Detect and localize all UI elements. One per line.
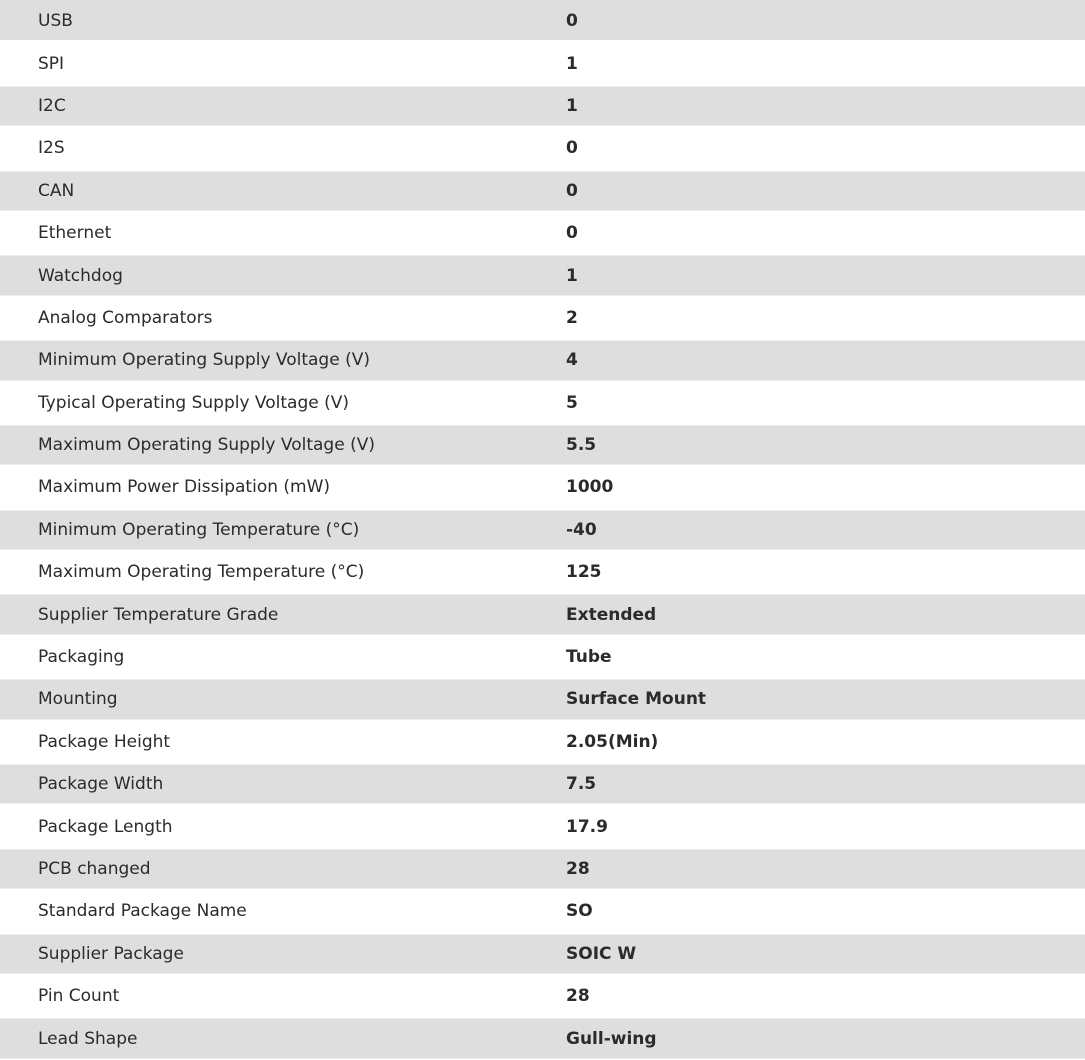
attribute-value: 5.5 [566, 435, 597, 456]
attribute-value: 2.05(Min) [566, 731, 659, 752]
attribute-name: Maximum Power Dissipation (mW) [38, 477, 331, 498]
attribute-name: Maximum Operating Supply Voltage (V) [38, 435, 375, 456]
table-row: Watchdog 1 [0, 254, 1085, 297]
attribute-name: USB [38, 11, 73, 32]
table-row: I2S 0 [0, 127, 1085, 169]
table-row: Lead Shape Gull-wing [0, 1017, 1085, 1060]
attribute-value: 5 [566, 392, 578, 413]
attribute-value: SOIC W [566, 943, 637, 964]
attribute-value: 17.9 [566, 816, 608, 837]
attribute-name: Maximum Operating Temperature (°C) [38, 562, 365, 583]
attribute-name: Minimum Operating Temperature (°C) [38, 519, 360, 540]
attribute-value: 28 [566, 859, 590, 879]
attribute-value: 0 [566, 223, 578, 244]
table-row: Supplier Temperature Grade Extended [0, 593, 1085, 636]
attribute-value: SO [566, 901, 593, 922]
attribute-name: PCB changed [38, 859, 151, 879]
table-row: CAN 0 [0, 169, 1085, 212]
table-row: Analog Comparators 2 [0, 297, 1085, 339]
table-row: Minimum Operating Temperature (°C) -40 [0, 508, 1085, 552]
attribute-value: 4 [566, 350, 578, 371]
table-row: I2C 1 [0, 84, 1085, 128]
attribute-value: 0 [566, 138, 578, 159]
attribute-value: -40 [566, 519, 597, 540]
attribute-value: 1 [566, 265, 578, 286]
attribute-value: 0 [566, 11, 578, 32]
table-row: Package Length 17.9 [0, 805, 1085, 847]
table-row: Pin Count 28 [0, 975, 1085, 1017]
table-row: Mounting Surface Mount [0, 678, 1085, 721]
attribute-name: Package Width [38, 774, 164, 795]
attribute-name: Mounting [38, 689, 118, 710]
table-row: Supplier Package SOIC W [0, 932, 1085, 975]
attribute-value: Extended [566, 604, 657, 625]
table-row: USB 0 [0, 0, 1085, 43]
table-row: Package Height 2.05(Min) [0, 721, 1085, 763]
attribute-name: Package Height [38, 731, 171, 752]
attribute-name: I2C [38, 95, 66, 116]
attribute-name: Ethernet [38, 223, 112, 244]
attribute-name: Package Length [38, 816, 173, 837]
attribute-name: Supplier Package [38, 943, 184, 964]
attribute-value: 0 [566, 180, 578, 201]
attribute-name: Analog Comparators [38, 307, 213, 328]
attribute-value: 1000 [566, 477, 614, 498]
attribute-value: Surface Mount [566, 689, 707, 710]
table-row: Maximum Operating Supply Voltage (V) 5.5 [0, 423, 1085, 467]
table-row: Minimum Operating Supply Voltage (V) 4 [0, 339, 1085, 382]
table-row: Typical Operating Supply Voltage (V) 5 [0, 382, 1085, 424]
attribute-value: Tube [566, 647, 612, 668]
table-row: PCB changed 28 [0, 847, 1085, 891]
attribute-value: 1 [566, 53, 578, 74]
attribute-value: 7.5 [566, 774, 597, 795]
attribute-name: Supplier Temperature Grade [38, 604, 279, 625]
attribute-name: I2S [38, 138, 65, 159]
attribute-name: Packaging [38, 647, 125, 668]
table-row: Maximum Power Dissipation (mW) 1000 [0, 466, 1085, 508]
attribute-value: Gull-wing [566, 1028, 657, 1049]
table-row: Packaging Tube [0, 636, 1085, 678]
attribute-name: Pin Count [38, 986, 120, 1007]
attribute-value: 28 [566, 986, 590, 1007]
attribute-name: Minimum Operating Supply Voltage (V) [38, 350, 370, 371]
table-row: SPI 1 [0, 42, 1085, 84]
attribute-value: 125 [566, 562, 602, 583]
attribute-value: 1 [566, 95, 578, 116]
attribute-name: CAN [38, 180, 75, 201]
table-row: Standard Package Name SO [0, 890, 1085, 932]
table-row: Package Width 7.5 [0, 763, 1085, 806]
attribute-value: 2 [566, 307, 578, 328]
attribute-name: Typical Operating Supply Voltage (V) [38, 392, 349, 413]
attribute-name: Standard Package Name [38, 901, 247, 922]
attribute-name: SPI [38, 53, 65, 74]
table-row: Ethernet 0 [0, 212, 1085, 254]
table-row: Maximum Operating Temperature (°C) 125 [0, 551, 1085, 593]
attribute-name: Lead Shape [38, 1028, 138, 1049]
attribute-name: Watchdog [38, 265, 123, 286]
